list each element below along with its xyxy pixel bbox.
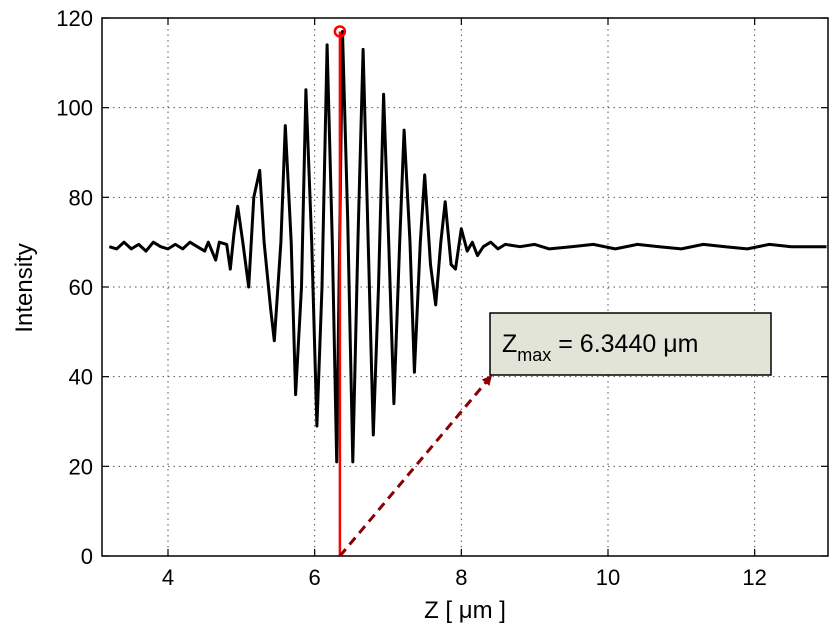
- y-tick-label: 80: [69, 185, 93, 210]
- peak-layer: [333, 25, 347, 556]
- y-tick-label: 100: [56, 96, 93, 121]
- x-tick-label: 6: [309, 565, 321, 590]
- x-tick-label: 10: [596, 565, 620, 590]
- y-tick-label: 40: [69, 365, 93, 390]
- x-tick-label: 8: [455, 565, 467, 590]
- annotation-box: [489, 312, 772, 376]
- x-axis-label: Z [ μm ]: [424, 597, 506, 624]
- series-line-0: [108, 30, 827, 464]
- y-tick-label: 20: [69, 454, 93, 479]
- x-tick-label: 12: [742, 565, 766, 590]
- annotation-layer: Zmax = 6.3440 μm: [338, 312, 772, 557]
- x-tick-label: 4: [162, 565, 174, 590]
- y-tick-label: 60: [69, 275, 93, 300]
- annotation-subscript: max: [517, 345, 551, 365]
- y-tick-label: 0: [81, 544, 93, 569]
- annotation-arrow: [338, 375, 492, 557]
- y-axis-label: Intensity: [11, 243, 38, 332]
- series-layer: [108, 30, 827, 464]
- annotation-value: = 6.3440 μm: [551, 330, 698, 358]
- annotation-text: Zmax = 6.3440 μm: [502, 330, 698, 365]
- grid-layer: [102, 17, 828, 556]
- peak-marker: [333, 25, 347, 38]
- annotation-main: Z: [502, 330, 517, 358]
- y-tick-label: 120: [56, 6, 93, 31]
